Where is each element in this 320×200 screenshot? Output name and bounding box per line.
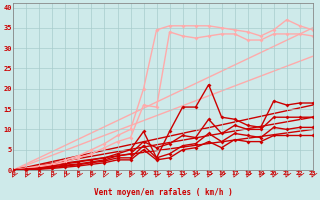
X-axis label: Vent moyen/en rafales ( km/h ): Vent moyen/en rafales ( km/h ) xyxy=(94,188,232,197)
